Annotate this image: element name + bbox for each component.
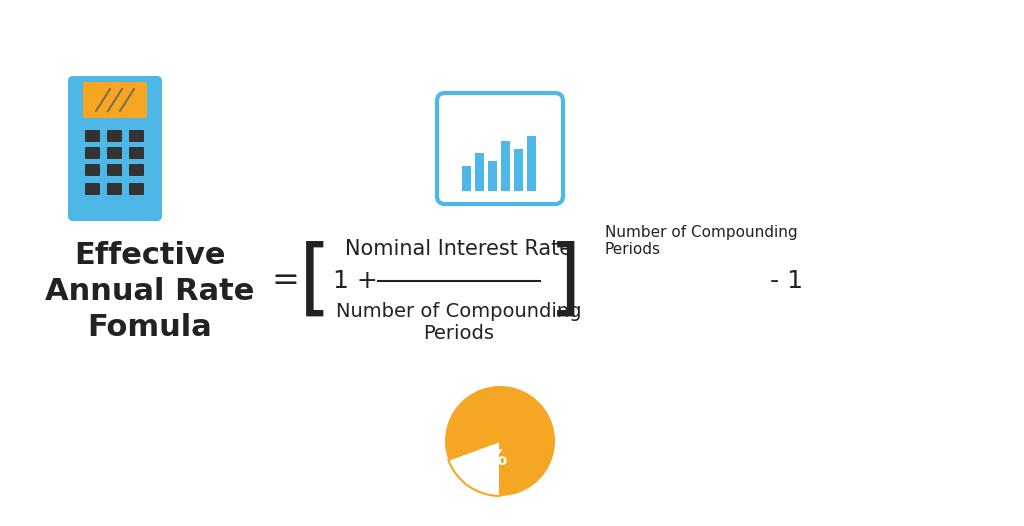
- FancyBboxPatch shape: [129, 130, 144, 142]
- Text: %: %: [483, 449, 506, 469]
- Bar: [462, 166, 471, 191]
- FancyBboxPatch shape: [106, 147, 122, 159]
- Bar: [488, 161, 497, 191]
- Wedge shape: [449, 441, 500, 496]
- Wedge shape: [445, 386, 555, 496]
- Text: Number of Compounding
Periods: Number of Compounding Periods: [605, 225, 798, 257]
- FancyBboxPatch shape: [85, 130, 100, 142]
- Text: Number of Compounding
Periods: Number of Compounding Periods: [336, 302, 582, 343]
- Text: =: =: [271, 265, 299, 298]
- FancyBboxPatch shape: [83, 82, 147, 118]
- FancyBboxPatch shape: [129, 147, 144, 159]
- Bar: [501, 141, 510, 191]
- Text: Effective
Annual Rate
Fomula: Effective Annual Rate Fomula: [45, 241, 255, 342]
- Text: 1 +: 1 +: [333, 269, 378, 293]
- FancyBboxPatch shape: [85, 164, 100, 176]
- FancyBboxPatch shape: [106, 164, 122, 176]
- Bar: [475, 153, 484, 191]
- FancyBboxPatch shape: [68, 76, 162, 221]
- Bar: [514, 149, 523, 191]
- FancyBboxPatch shape: [85, 183, 100, 195]
- FancyBboxPatch shape: [437, 93, 563, 204]
- FancyBboxPatch shape: [106, 183, 122, 195]
- FancyBboxPatch shape: [106, 130, 122, 142]
- Text: Nominal Interest Rate: Nominal Interest Rate: [345, 239, 572, 259]
- Text: ]: ]: [549, 240, 582, 321]
- FancyBboxPatch shape: [85, 147, 100, 159]
- Text: [: [: [299, 240, 331, 321]
- Text: - 1: - 1: [770, 269, 803, 293]
- FancyBboxPatch shape: [129, 183, 144, 195]
- Bar: [527, 136, 536, 191]
- Text: %: %: [519, 410, 537, 428]
- FancyBboxPatch shape: [129, 164, 144, 176]
